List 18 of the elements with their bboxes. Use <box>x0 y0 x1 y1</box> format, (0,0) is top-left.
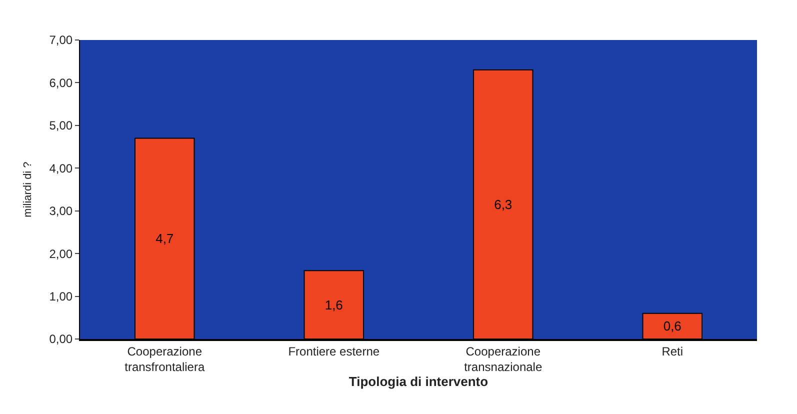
y-tick-label: 0,00 <box>49 332 73 346</box>
y-tick-label: 1,00 <box>49 289 73 304</box>
x-tick-label: Frontiere esterne <box>288 344 380 358</box>
x-tick-label: Reti <box>662 344 684 358</box>
data-label: 0,6 <box>663 318 682 334</box>
data-label: 6,3 <box>494 196 512 212</box>
x-tick-label: Cooperazione transfrontaliera <box>124 344 205 374</box>
x-tick-label: Cooperazione transnazionale <box>464 344 542 374</box>
data-label: 4,7 <box>156 231 174 246</box>
y-tick-label: 4,00 <box>49 161 73 176</box>
data-label: 1,6 <box>324 297 343 312</box>
y-axis-title: miliardi di ? <box>22 162 34 218</box>
y-tick-label: 5,00 <box>49 118 73 133</box>
y-tick-label: 7,00 <box>49 33 73 48</box>
x-axis-title: Tipologia di intervento <box>348 374 488 390</box>
y-tick-label: 2,00 <box>49 246 73 261</box>
y-tick-label: 3,00 <box>49 204 73 218</box>
y-tick-label: 6,00 <box>49 76 73 90</box>
